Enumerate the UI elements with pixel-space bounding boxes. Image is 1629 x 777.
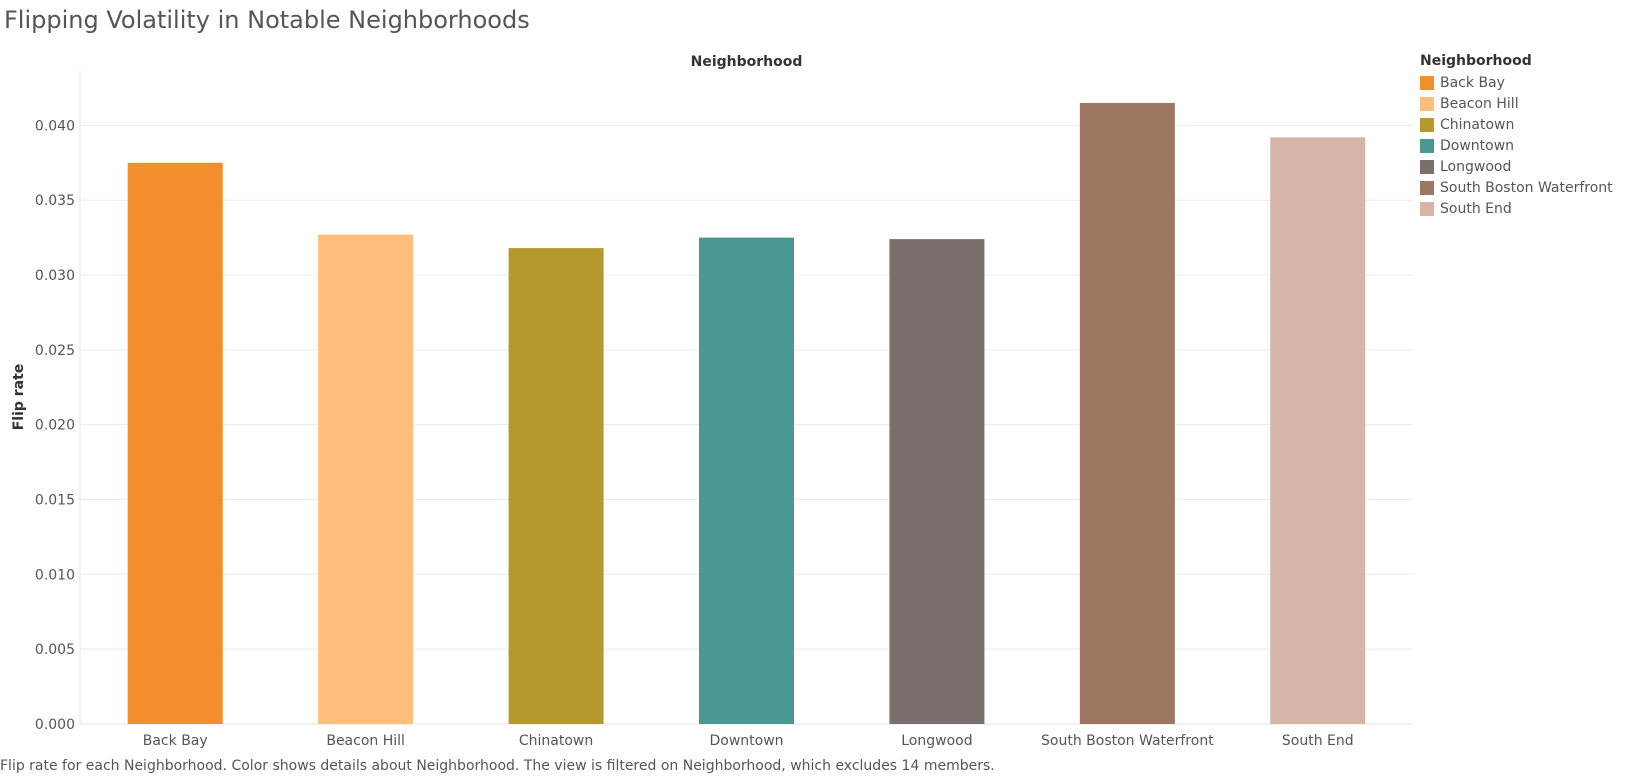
legend-item: Downtown: [1420, 135, 1613, 156]
bar: [699, 237, 794, 725]
legend-label: Back Bay: [1440, 74, 1505, 91]
legend-item: Beacon Hill: [1420, 93, 1613, 114]
y-tick-label: 0.005: [35, 642, 75, 658]
legend-swatch: [1420, 138, 1434, 153]
y-tick-label: 0.030: [35, 268, 75, 284]
legend-items: Back Bay Beacon Hill Chinatown Downtown Long…: [1420, 72, 1613, 219]
bar: [508, 248, 604, 724]
legend-item: Longwood: [1420, 156, 1613, 177]
y-tick-label: 0.035: [35, 193, 75, 209]
legend-item: South End: [1420, 198, 1613, 219]
legend-label: South End: [1440, 200, 1512, 217]
legend-swatch: [1420, 117, 1434, 132]
legend-item: Back Bay: [1420, 72, 1613, 93]
legend-label: Longwood: [1440, 158, 1512, 175]
legend-item: South Boston Waterfront: [1420, 177, 1613, 198]
legend-label: Downtown: [1440, 137, 1515, 154]
legend-swatch: [1420, 75, 1434, 90]
legend-label: South Boston Waterfront: [1440, 179, 1613, 196]
legend: Neighborhood Back Bay Beacon Hill Chinatow…: [1420, 53, 1613, 219]
bar: [318, 234, 414, 724]
bar: [889, 239, 985, 724]
x-tick-label: South Boston Waterfront: [1041, 733, 1214, 749]
x-axis-title: Neighborhood: [691, 54, 803, 70]
legend-swatch: [1420, 96, 1434, 111]
legend-swatch: [1420, 159, 1434, 174]
x-tick-label: South End: [1282, 733, 1354, 749]
legend-label: Beacon Hill: [1440, 95, 1519, 112]
y-tick-label: 0.000: [35, 717, 75, 733]
legend-title: Neighborhood: [1420, 53, 1532, 69]
bar: [1079, 102, 1175, 724]
legend-swatch: [1420, 180, 1434, 195]
x-tick-label: Longwood: [901, 733, 972, 749]
chart-caption: Flip rate for each Neighborhood. Color s…: [0, 758, 995, 774]
legend-item: Chinatown: [1420, 114, 1613, 135]
bar: [1270, 137, 1366, 725]
x-tick-label: Chinatown: [519, 733, 593, 749]
y-tick-label: 0.025: [35, 343, 75, 359]
y-tick-label: 0.015: [35, 493, 75, 509]
legend-swatch: [1420, 201, 1434, 216]
y-tick-label: 0.010: [35, 567, 75, 583]
legend-label: Chinatown: [1440, 116, 1515, 133]
y-axis-title: Flip rate: [11, 364, 27, 431]
x-tick-label: Downtown: [709, 733, 783, 749]
y-tick-label: 0.020: [35, 418, 75, 434]
x-tick-label: Beacon Hill: [326, 733, 405, 749]
x-tick-label: Back Bay: [143, 733, 208, 749]
y-tick-label: 0.040: [35, 118, 75, 134]
bar: [127, 162, 223, 725]
chart-title: Flipping Volatility in Notable Neighborh…: [4, 6, 530, 34]
